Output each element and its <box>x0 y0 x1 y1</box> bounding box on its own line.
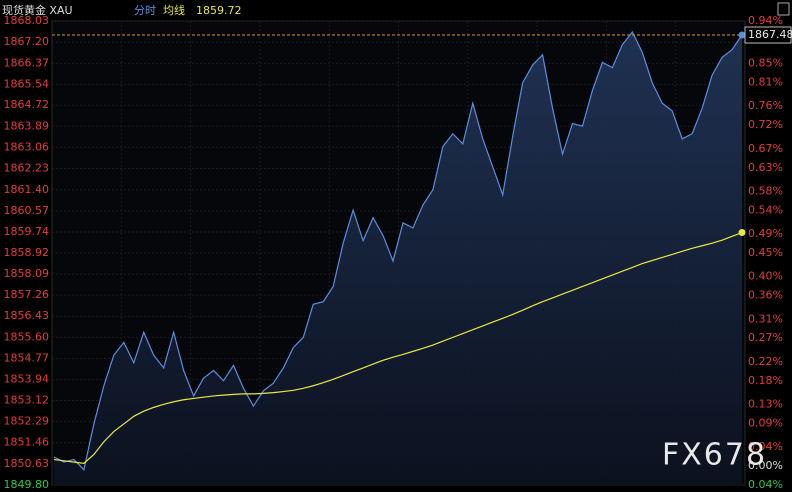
y-tick-label: 1850.63 <box>4 457 50 470</box>
y2-tick-label: 0.76% <box>748 99 783 112</box>
y2-tick-label: 0.67% <box>748 142 783 155</box>
y2-tick-label: 0.49% <box>748 227 783 240</box>
y2-tick-label: 0.22% <box>748 355 783 368</box>
legend-entry[interactable]: 均线 <box>163 3 185 17</box>
y-tick-label: 1852.29 <box>4 415 50 428</box>
y2-tick-label: 0.45% <box>748 246 783 259</box>
y-tick-label: 1855.60 <box>4 330 50 343</box>
y-tick-label: 1857.26 <box>4 288 50 301</box>
y-tick-label: 1861.40 <box>4 183 50 196</box>
y-tick-label: 1854.77 <box>4 352 50 365</box>
y-tick-label: 1858.92 <box>4 246 50 259</box>
chart-title: 现货黄金 XAU <box>2 3 73 17</box>
series-line <box>53 231 743 464</box>
y2-tick-label: 0.04% <box>748 440 783 453</box>
legend-entry[interactable]: 分时 <box>134 4 156 17</box>
y2-tick-label: 0.94% <box>748 14 783 27</box>
y-tick-label: 1862.23 <box>4 162 50 175</box>
y-tick-label: 1853.12 <box>4 393 50 406</box>
y2-tick-label: 0.81% <box>748 76 783 89</box>
y-tick-label: 1867.20 <box>4 35 50 48</box>
y2-tick-label: 0.40% <box>748 270 783 283</box>
watermark: FX678 <box>662 438 767 473</box>
y2-tick-label: 0.85% <box>748 57 783 70</box>
y-tick-label: 1849.80 <box>4 478 50 491</box>
y2-tick-label: 0.09% <box>748 416 783 429</box>
y-tick-label: 1851.46 <box>4 436 50 449</box>
y-tick-label: 1858.09 <box>4 267 50 280</box>
marks <box>52 30 746 485</box>
y2-tick-label: 0.31% <box>748 312 783 325</box>
last-price-box <box>744 26 792 44</box>
labels: 1868.03 1867.20 1866.37 1865.54 1864.72 1863.… <box>4 14 792 491</box>
y-tick-label: 1863.89 <box>4 119 50 132</box>
y2-tick-label: 0.36% <box>748 289 783 302</box>
legend-value: 1859.72 <box>196 4 242 17</box>
y-tick-label: 1859.74 <box>4 225 50 238</box>
y2-tick-label: 0.54% <box>748 203 783 216</box>
y-tick-label: 1860.57 <box>4 204 50 217</box>
y-tick-label: 1866.37 <box>4 56 50 69</box>
y2-tick-label: 0.63% <box>748 161 783 174</box>
last-price-dot <box>738 31 746 39</box>
y-tick-label: 1863.06 <box>4 140 50 153</box>
y-tick-label: 1865.54 <box>4 77 50 90</box>
y-tick-label: 1856.43 <box>4 309 50 322</box>
y-tick-label: 1868.03 <box>4 14 50 27</box>
y-tick-label: 1864.72 <box>4 98 50 111</box>
y2-tick-label: 0.18% <box>748 374 783 387</box>
y2-tick-label: 0.04% <box>748 478 783 491</box>
series-line <box>53 30 743 471</box>
y2-tick-label: 0.00% <box>748 459 783 472</box>
y2-tick-label: 0.13% <box>748 398 783 411</box>
y-tick-label: 1853.94 <box>4 373 50 386</box>
last-price-label: 1867.48 <box>748 28 792 41</box>
price-area <box>54 31 742 485</box>
y2-tick-label: 0.27% <box>748 331 783 344</box>
window-button[interactable] <box>777 2 790 16</box>
y2-tick-label: 0.58% <box>748 184 783 197</box>
avg-dot <box>738 229 746 237</box>
y2-tick-label: 0.72% <box>748 118 783 131</box>
